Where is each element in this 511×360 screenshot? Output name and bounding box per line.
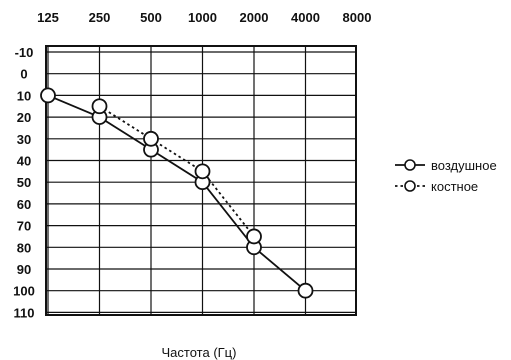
- legend: воздушное костное: [395, 158, 497, 194]
- series-1-point: [40, 87, 56, 104]
- x-tick-label: 1000: [188, 10, 217, 25]
- x-tick-label: 125: [37, 10, 59, 25]
- legend-label-2: костное: [431, 179, 478, 194]
- x-tick-label: 8000: [343, 10, 372, 25]
- y-tick-label: 90: [17, 262, 31, 277]
- y-tick-label: 10: [17, 88, 31, 103]
- x-tick-label: 2000: [240, 10, 269, 25]
- legend-marker-2: [404, 180, 416, 192]
- y-tick-label: 70: [17, 219, 31, 234]
- y-tick-label: 30: [17, 132, 31, 147]
- x-tick-label: 500: [140, 10, 162, 25]
- x-tick-label: 4000: [291, 10, 320, 25]
- x-tick-labels: 125 250 500 1000 2000 4000 8000: [37, 10, 371, 25]
- series-line-1: [47, 94, 307, 292]
- series-group: [40, 87, 314, 299]
- legend-marker-1: [404, 159, 416, 171]
- y-tick-label: -10: [15, 45, 34, 60]
- series-2-point: [91, 98, 108, 115]
- series-2-point: [194, 163, 211, 180]
- series-2-point: [143, 130, 159, 147]
- legend-label-1: воздушное: [431, 158, 497, 173]
- y-tick-label: 50: [17, 175, 31, 190]
- y-tick-label: 80: [17, 240, 31, 255]
- y-tick-label: 110: [14, 305, 35, 320]
- x-tick-label: 250: [89, 10, 111, 25]
- plot-frame: [45, 45, 357, 316]
- series-1-point: [297, 282, 314, 299]
- y-tick-label: 0: [20, 67, 27, 82]
- x-axis-label: Частота (Гц): [162, 345, 237, 360]
- y-tick-label: 40: [17, 154, 31, 169]
- y-tick-label: 100: [13, 284, 35, 299]
- y-tick-label: 60: [17, 197, 31, 212]
- series-2-point: [246, 228, 262, 245]
- y-tick-labels: -10 0 10 20 30 40 50 60 70 80 90 100 110: [13, 45, 35, 320]
- y-tick-label: 20: [17, 110, 31, 125]
